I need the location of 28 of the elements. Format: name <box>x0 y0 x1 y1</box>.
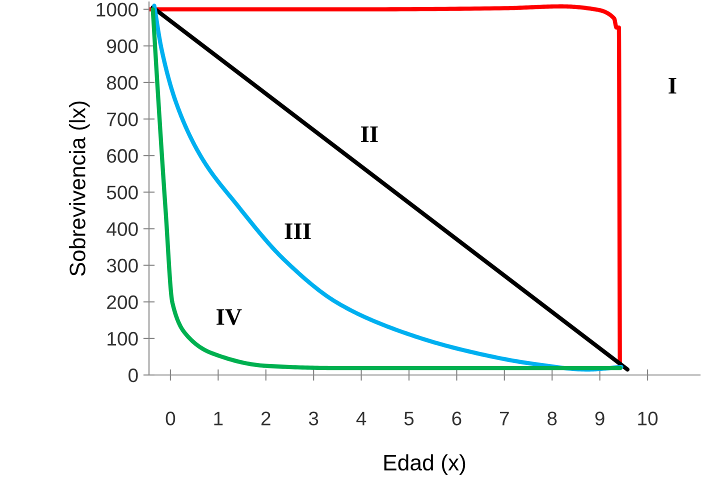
y-tick-label: 0 <box>128 368 138 382</box>
text: I <box>668 78 676 94</box>
y-tick-label: 300 <box>106 258 138 273</box>
y-tick-label: 600 <box>107 149 138 163</box>
y-tick-label: 700 <box>107 112 138 126</box>
x-tick-label: 8 <box>548 412 557 426</box>
y-tick-label: 100 <box>108 332 138 346</box>
series-label: IV <box>216 309 242 326</box>
y-tick-label: 200 <box>107 295 138 310</box>
x-tick-label: 5 <box>404 412 414 426</box>
y-tick-label: 1000 <box>96 2 138 17</box>
y-axis-title: Sobrevivencia (lx) <box>69 102 90 276</box>
y-tick-label: 500 <box>106 186 138 200</box>
series-label: II <box>361 126 378 142</box>
x-tick-label: 6 <box>452 412 462 426</box>
x-tick-label: 9 <box>595 412 604 426</box>
x-tick-label: 0 <box>166 412 176 426</box>
x-tick-label: 2 <box>261 412 270 426</box>
x-tick-label: 1 <box>214 412 223 426</box>
y-tick-label: 900 <box>107 39 138 54</box>
x-tick-label: 4 <box>356 412 366 426</box>
x-tick-label: 10 <box>638 412 658 426</box>
y-tick-label: 800 <box>106 76 138 90</box>
series-label: III <box>284 223 311 239</box>
y-tick-label: 400 <box>106 222 138 236</box>
x-tick-label: 7 <box>500 412 509 426</box>
x-tick-label: 3 <box>308 412 318 426</box>
x-axis-title: Edad (x) <box>384 454 466 475</box>
